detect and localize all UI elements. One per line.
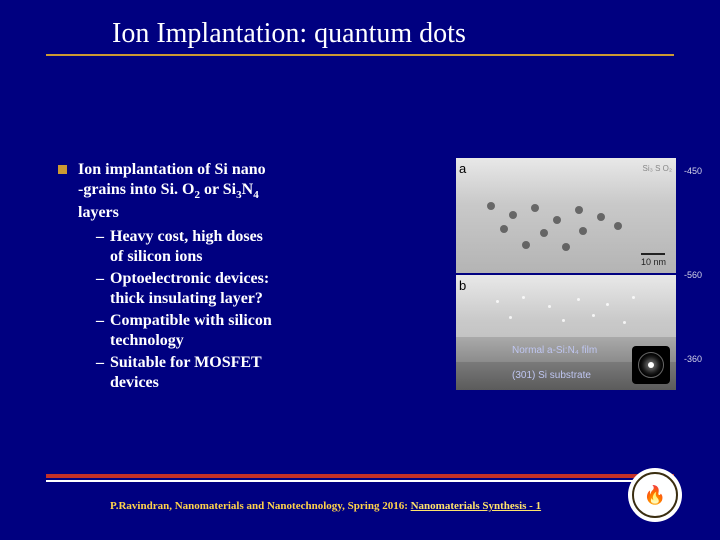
footer-citation: P.Ravindran, Nanomaterials and Nanotechn…: [110, 500, 541, 512]
footer-line-white: [46, 480, 674, 482]
panel-a: a Si₃ S O₂ 10 nm: [456, 158, 676, 273]
dash-icon: –: [96, 311, 104, 331]
item-text-l1: Suitable for MOSFET: [110, 354, 262, 371]
axis-tick: -450: [684, 166, 702, 176]
body-text: Ion implantation of Si nano -grains into…: [78, 160, 398, 393]
logo-ring-icon: 🔥: [632, 472, 678, 518]
list-item: – Heavy cost, high doses of silicon ions: [96, 227, 398, 267]
list-item: – Optoelectronic devices: thick insulati…: [96, 269, 398, 309]
slide-title: Ion Implantation: quantum dots: [0, 0, 720, 56]
intro-line-3: layers: [78, 204, 119, 221]
footer-line-red: [46, 474, 674, 478]
panel-b: b Normal a-Si:N₄ film (301) Si substrate: [456, 275, 676, 390]
footer-reference: Nanomaterials Synthesis - 1: [411, 500, 541, 512]
square-bullet-icon: [58, 165, 67, 174]
dash-icon: –: [96, 353, 104, 373]
list-item: – Suitable for MOSFET devices: [96, 353, 398, 393]
dash-icon: –: [96, 269, 104, 289]
item-text-l1: Heavy cost, high doses: [110, 228, 263, 245]
substrate-label: (301) Si substrate: [512, 370, 591, 381]
logo-flame-icon: 🔥: [644, 485, 666, 506]
intro-line-1: Ion implantation of Si nano: [78, 161, 266, 178]
film-label: Normal a-Si:N₄ film: [512, 345, 597, 356]
intro-line-2a: -grains into Si. O: [78, 181, 194, 198]
item-text-l1: Optoelectronic devices:: [110, 270, 269, 287]
item-text-l1: Compatible with silicon: [110, 312, 272, 329]
dash-icon: –: [96, 227, 104, 247]
sub-bullet-list: – Heavy cost, high doses of silicon ions…: [78, 227, 398, 393]
tem-figure: a Si₃ S O₂ 10 nm b Normal a-Si:N₄ film (…: [456, 158, 676, 390]
item-text-l2: of silicon ions: [110, 248, 202, 265]
scale-bar-a: 10 nm: [641, 253, 666, 267]
intro-line-2c: N: [242, 181, 254, 198]
footer-author: P.Ravindran, Nanomaterials and Nanotechn…: [110, 500, 411, 512]
axis-tick: -560: [684, 270, 702, 280]
item-text-l2: devices: [110, 374, 159, 391]
item-text-l2: technology: [110, 332, 184, 349]
sub-n4: 4: [253, 189, 259, 201]
intro-line-2b: or Si: [200, 181, 236, 198]
title-underline: [46, 54, 674, 56]
axis-tick: -360: [684, 354, 702, 364]
diffraction-inset: [632, 346, 670, 384]
item-text-l2: thick insulating layer?: [110, 290, 263, 307]
list-item: – Compatible with silicon technology: [96, 311, 398, 351]
main-bullet: Ion implantation of Si nano -grains into…: [78, 160, 398, 223]
depth-axis: -450 -560 -360: [676, 158, 702, 390]
university-logo: 🔥: [628, 468, 682, 522]
